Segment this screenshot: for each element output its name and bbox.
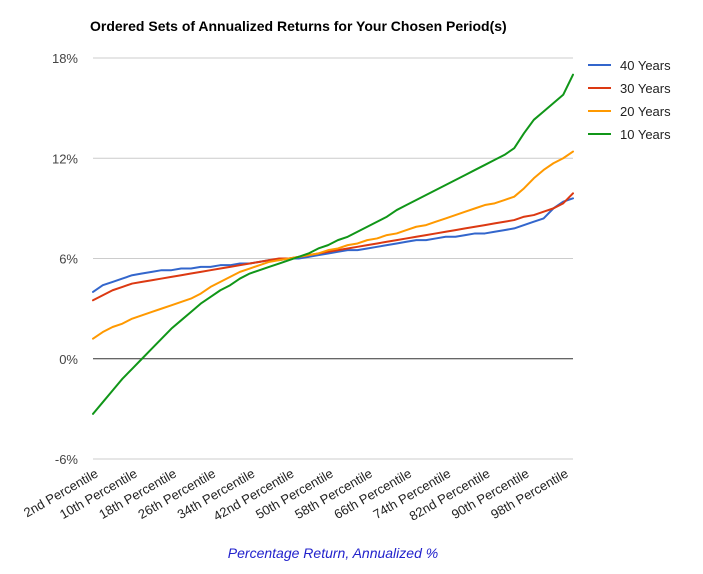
series-line (92, 192, 574, 302)
legend-label: 10 Years (620, 127, 671, 142)
series-line (92, 197, 574, 293)
legend-label: 20 Years (620, 104, 671, 119)
y-tick-label: 0% (59, 352, 78, 367)
chart-title: Ordered Sets of Annualized Returns for Y… (90, 18, 507, 34)
x-axis-label: Percentage Return, Annualized % (228, 545, 438, 561)
y-tick-label: 18% (52, 51, 78, 66)
legend-label: 40 Years (620, 58, 671, 73)
y-axis-ticks: -6% 0% 6% 12% 18% (52, 51, 78, 467)
y-tick-label: 6% (59, 252, 78, 267)
legend-label: 30 Years (620, 81, 671, 96)
y-tick-label: -6% (55, 452, 79, 467)
legend: 40 Years 30 Years 20 Years 10 Years (588, 58, 671, 142)
series-lines (92, 73, 574, 415)
series-line (92, 150, 574, 340)
y-tick-label: 12% (52, 151, 78, 166)
gridlines (93, 57, 573, 460)
series-line (92, 73, 574, 415)
